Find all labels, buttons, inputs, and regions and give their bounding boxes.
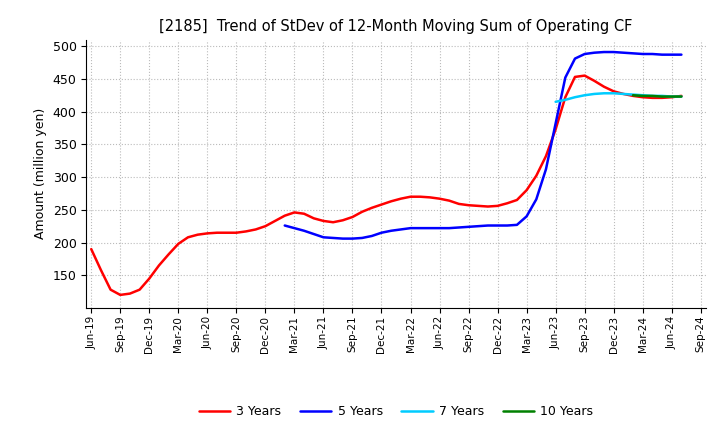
7 Years <box>580 92 589 98</box>
5 Years <box>426 225 434 231</box>
5 Years <box>590 50 598 55</box>
3 Years <box>619 91 628 96</box>
7 Years <box>658 93 667 99</box>
7 Years <box>609 91 618 96</box>
5 Years <box>513 222 521 227</box>
Title: [2185]  Trend of StDev of 12-Month Moving Sum of Operating CF: [2185] Trend of StDev of 12-Month Moving… <box>159 19 633 34</box>
5 Years <box>561 75 570 80</box>
7 Years <box>677 94 685 99</box>
5 Years <box>639 51 647 57</box>
5 Years <box>367 233 376 238</box>
5 Years <box>600 49 608 55</box>
3 Years <box>212 230 221 235</box>
5 Years <box>280 223 289 228</box>
7 Years <box>619 91 628 96</box>
5 Years <box>552 121 560 126</box>
10 Years <box>667 94 676 99</box>
5 Years <box>484 223 492 228</box>
5 Years <box>290 225 299 231</box>
10 Years <box>658 94 667 99</box>
7 Years <box>561 97 570 103</box>
5 Years <box>658 52 667 57</box>
3 Years <box>87 246 96 252</box>
Line: 3 Years: 3 Years <box>91 76 681 295</box>
5 Years <box>667 52 676 57</box>
Legend: 3 Years, 5 Years, 7 Years, 10 Years: 3 Years, 5 Years, 7 Years, 10 Years <box>194 400 598 423</box>
5 Years <box>454 225 463 230</box>
Line: 5 Years: 5 Years <box>284 52 681 238</box>
5 Years <box>619 50 628 55</box>
5 Years <box>348 236 357 241</box>
5 Years <box>677 52 685 57</box>
7 Years <box>600 91 608 96</box>
7 Years <box>590 91 598 96</box>
3 Years <box>251 227 260 232</box>
5 Years <box>435 225 444 231</box>
5 Years <box>474 224 482 229</box>
5 Years <box>571 56 580 61</box>
7 Years <box>639 92 647 98</box>
5 Years <box>329 235 338 241</box>
5 Years <box>406 225 415 231</box>
10 Years <box>677 94 685 99</box>
5 Years <box>310 231 318 237</box>
5 Years <box>387 228 395 233</box>
5 Years <box>541 167 550 172</box>
5 Years <box>609 49 618 55</box>
Line: 7 Years: 7 Years <box>556 93 681 102</box>
Line: 10 Years: 10 Years <box>633 95 681 96</box>
5 Years <box>377 230 386 235</box>
5 Years <box>464 224 473 230</box>
7 Years <box>629 92 637 97</box>
7 Years <box>552 99 560 104</box>
7 Years <box>648 93 657 99</box>
7 Years <box>571 95 580 100</box>
5 Years <box>522 214 531 219</box>
5 Years <box>397 227 405 232</box>
5 Years <box>358 235 366 241</box>
10 Years <box>629 92 637 98</box>
10 Years <box>639 93 647 99</box>
3 Years <box>116 292 125 297</box>
5 Years <box>532 197 541 202</box>
5 Years <box>580 51 589 57</box>
7 Years <box>667 94 676 99</box>
5 Years <box>300 228 308 233</box>
10 Years <box>648 93 657 99</box>
3 Years <box>580 73 589 78</box>
3 Years <box>387 198 395 204</box>
3 Years <box>677 93 685 99</box>
3 Years <box>145 276 153 281</box>
5 Years <box>319 235 328 240</box>
Y-axis label: Amount (million yen): Amount (million yen) <box>34 108 47 239</box>
5 Years <box>629 51 637 56</box>
5 Years <box>416 225 425 231</box>
5 Years <box>503 223 512 228</box>
3 Years <box>454 201 463 206</box>
5 Years <box>493 223 502 228</box>
5 Years <box>648 51 657 57</box>
5 Years <box>338 236 347 241</box>
5 Years <box>445 225 454 231</box>
